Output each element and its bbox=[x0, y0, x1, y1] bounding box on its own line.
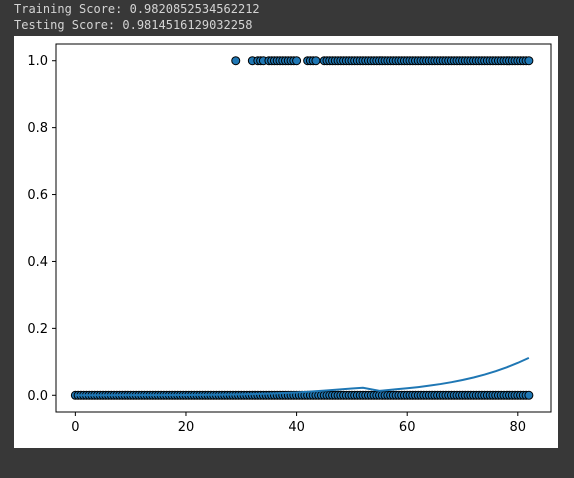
y-tick-label: 0.2 bbox=[27, 322, 48, 337]
output-gutter bbox=[0, 6, 3, 16]
training-score-text: Training Score: 0.9820852534562212 bbox=[14, 2, 260, 16]
x-tick-label: 40 bbox=[288, 420, 305, 435]
x-tick-label: 80 bbox=[510, 420, 527, 435]
y-tick-label: 0.0 bbox=[27, 389, 48, 404]
y-tick-label: 0.6 bbox=[27, 188, 48, 203]
logistic-curve bbox=[75, 356, 530, 397]
data-point bbox=[292, 56, 302, 66]
data-point bbox=[231, 56, 241, 66]
plot-frame bbox=[55, 43, 552, 413]
x-tick-label: 60 bbox=[399, 420, 416, 435]
testing-score-text: Testing Score: 0.9814516129032258 bbox=[14, 18, 253, 32]
y-tick-label: 0.4 bbox=[27, 255, 48, 270]
y-tick-label: 1.0 bbox=[27, 54, 48, 69]
data-point bbox=[524, 390, 534, 400]
x-tick-label: 20 bbox=[178, 420, 195, 435]
x-axis: 0 20 40 60 80 bbox=[71, 412, 526, 435]
data-point bbox=[311, 56, 321, 66]
y-axis: 0.0 0.2 0.4 0.6 0.8 1.0 bbox=[27, 54, 56, 404]
x-tick-label: 0 bbox=[71, 420, 79, 435]
figure: 0 20 40 60 80 0.0 0.2 0.4 0.6 0.8 1.0 bbox=[14, 36, 558, 448]
plot-content bbox=[70, 56, 534, 400]
data-point bbox=[524, 56, 534, 66]
scatter-plot: 0 20 40 60 80 0.0 0.2 0.4 0.6 0.8 1.0 bbox=[27, 43, 552, 435]
y-tick-label: 0.8 bbox=[27, 121, 48, 136]
